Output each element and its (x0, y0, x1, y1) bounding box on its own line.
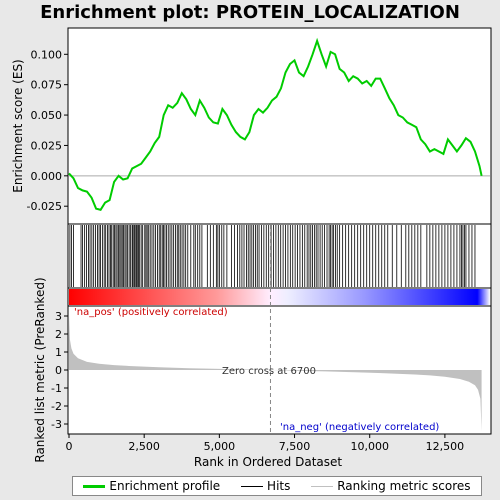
x-tick-label: 0 (66, 440, 73, 453)
legend-label-hits: Hits (267, 479, 291, 493)
legend: Enrichment profile Hits Ranking metric s… (72, 476, 482, 496)
x-tick-label: 12,500 (426, 440, 465, 453)
es-y-ticks: -0.025 0.000 0.025 0.050 0.075 0.100 (27, 48, 68, 213)
hit-marks (69, 225, 476, 287)
legend-label-ranking: Ranking metric scores (337, 479, 471, 493)
metric-y-tick-label: -1 (51, 382, 62, 395)
es-y-axis-label: Enrichment score (ES) (11, 59, 25, 192)
x-axis-ticks: 0 2,500 5,000 7,500 10,000 12,500 (66, 434, 465, 453)
metric-y-tick-label: 0 (55, 364, 62, 377)
hits-panel (67, 223, 492, 289)
metric-y-tick-label: 3 (55, 310, 62, 323)
legend-label-enrichment: Enrichment profile (109, 479, 221, 493)
es-y-tick-label: 0.050 (31, 109, 63, 122)
x-axis-label: Rank in Ordered Dataset (194, 455, 342, 469)
es-y-tick-label: 0.000 (31, 170, 63, 183)
metric-y-ticks: -3 -2 -1 0 1 2 3 (51, 310, 68, 431)
legend-swatch-enrichment (83, 484, 106, 488)
legend-item-ranking: Ranking metric scores (311, 479, 471, 493)
es-y-tick-label: 0.100 (31, 48, 63, 61)
x-tick-label: 10,000 (350, 440, 389, 453)
zero-cross-label: Zero cross at 6700 (222, 366, 316, 377)
metric-y-axis-label: Ranked list metric (PreRanked) (33, 277, 47, 462)
metric-y-tick-label: -3 (51, 418, 62, 431)
metric-y-tick-label: 2 (55, 328, 62, 341)
legend-item-hits: Hits (241, 479, 290, 493)
x-tick-label: 2,500 (128, 440, 160, 453)
x-tick-label: 7,500 (279, 440, 311, 453)
chart-title: Enrichment plot: PROTEIN_LOCALIZATION (40, 2, 460, 23)
legend-swatch-hits (241, 485, 264, 487)
es-panel (67, 27, 492, 225)
positive-correlation-label: 'na_pos' (positively correlated) (74, 307, 228, 318)
ranking-gradient-bar (69, 289, 490, 305)
legend-swatch-ranking (311, 485, 334, 487)
negative-correlation-label: 'na_neg' (negatively correlated) (280, 422, 439, 433)
es-y-tick-label: 0.075 (31, 79, 63, 92)
metric-y-tick-label: -2 (51, 400, 62, 413)
legend-item-enrichment: Enrichment profile (83, 479, 220, 493)
enrichment-profile-line (68, 37, 483, 211)
x-tick-label: 5,000 (204, 440, 236, 453)
es-y-tick-label: -0.025 (27, 200, 62, 213)
es-y-tick-label: 0.025 (31, 139, 63, 152)
ranking-metric-area (69, 314, 482, 432)
metric-y-tick-label: 1 (55, 346, 62, 359)
